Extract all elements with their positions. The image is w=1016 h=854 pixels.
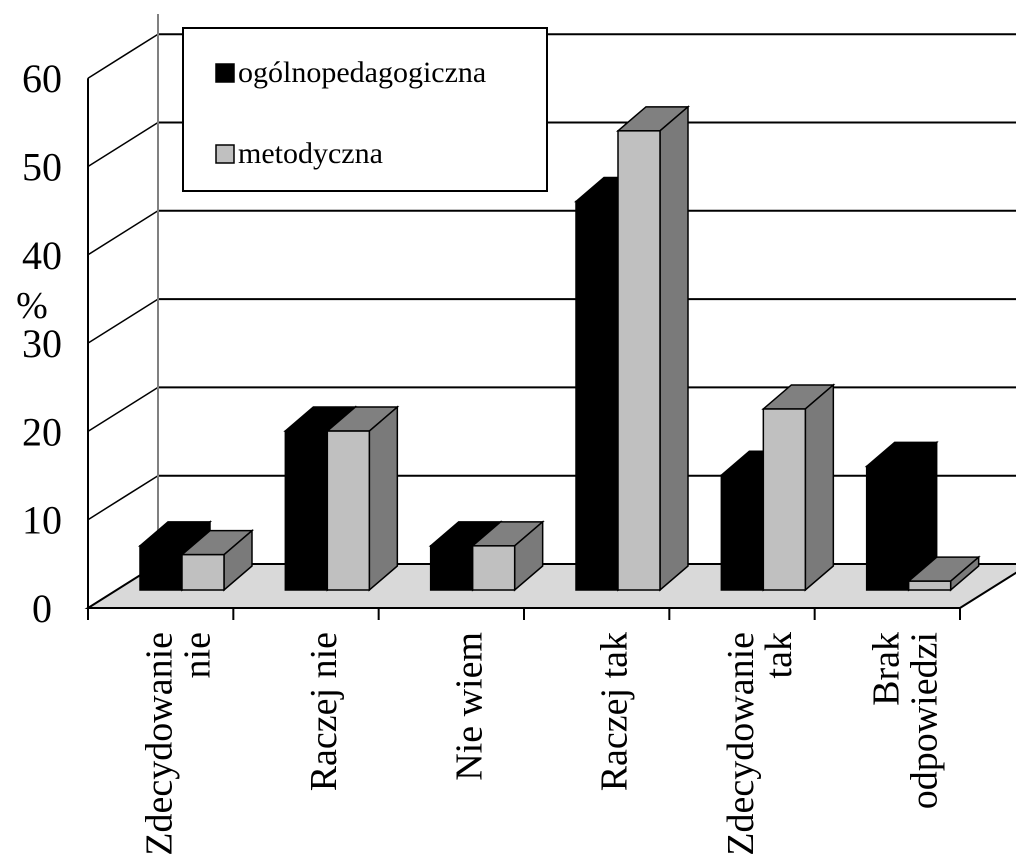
bar-metodyczna bbox=[470, 520, 545, 592]
y-tick-label: 30 bbox=[22, 321, 62, 366]
bar-side bbox=[804, 383, 835, 592]
legend-label-metodyczna: metodyczna bbox=[238, 137, 383, 170]
x-axis bbox=[87, 607, 961, 620]
x-tick-label-line: Nie wiem bbox=[448, 632, 490, 781]
bar-metodyczna bbox=[325, 405, 400, 592]
bar-front bbox=[429, 545, 474, 591]
bar-front bbox=[181, 553, 225, 591]
side-wall-line bbox=[87, 33, 159, 79]
x-tick-label: Nie wiem bbox=[448, 632, 490, 781]
y-axis-label: % bbox=[16, 285, 48, 327]
bar-front bbox=[617, 130, 661, 591]
y-tick-label: 50 bbox=[22, 145, 62, 190]
bar-front bbox=[762, 408, 807, 591]
bar-metodyczna bbox=[615, 105, 691, 592]
bars bbox=[137, 105, 981, 592]
y-tick-label: 10 bbox=[22, 498, 62, 543]
y-tick-label: 40 bbox=[22, 233, 62, 278]
y-tick-label: 20 bbox=[22, 409, 62, 454]
legend-box bbox=[182, 27, 548, 192]
bar-metodyczna bbox=[761, 383, 836, 592]
side-wall-line bbox=[87, 475, 159, 521]
x-tick-label-line: Raczej nie bbox=[303, 632, 345, 791]
side-wall-line bbox=[87, 121, 159, 168]
bar-front bbox=[720, 474, 765, 591]
bar-side bbox=[659, 105, 689, 592]
side-wall-line bbox=[87, 210, 159, 256]
legend-swatch-metodyczna bbox=[215, 144, 235, 164]
bar-front bbox=[907, 580, 952, 591]
x-tick-label-line: Zdecydowanie bbox=[139, 632, 181, 854]
y-tick-label: 60 bbox=[22, 56, 62, 101]
bar-front bbox=[471, 545, 516, 591]
x-tick-label: Raczej tak bbox=[594, 632, 636, 791]
bar-metodyczna bbox=[906, 555, 981, 592]
bar-front bbox=[865, 465, 910, 591]
side-wall-line bbox=[87, 386, 159, 433]
bar-side bbox=[368, 405, 399, 592]
legend: ogólnopedagogiczna metodyczna bbox=[182, 27, 548, 192]
x-tick-label: Raczej nie bbox=[303, 632, 345, 791]
side-wall-line bbox=[87, 298, 159, 344]
x-tick-label-line: tak bbox=[758, 632, 800, 678]
legend-label-ogolnopedagogiczna: ogólnopedagogiczna bbox=[238, 56, 486, 89]
bar-front bbox=[575, 200, 619, 591]
x-tick-label-line: nie bbox=[177, 632, 219, 678]
x-tick-label-line: odpowiedzi bbox=[903, 632, 945, 809]
bar-front bbox=[284, 430, 329, 591]
bar-front bbox=[139, 545, 183, 591]
bar-front bbox=[326, 430, 371, 591]
x-tick-label-line: Raczej tak bbox=[594, 632, 636, 791]
y-tick-label: 0 bbox=[32, 586, 52, 631]
legend-swatch-ogolnopedagogiczna bbox=[215, 63, 235, 83]
y-tick-labels: 0 10 20 30 40 50 60 bbox=[22, 56, 62, 631]
x-tick-label-line: Zdecydowanie bbox=[720, 632, 762, 854]
axis-walls bbox=[87, 14, 159, 608]
bar-metodyczna bbox=[179, 529, 255, 592]
x-tick-label-line: Brak bbox=[865, 632, 907, 706]
